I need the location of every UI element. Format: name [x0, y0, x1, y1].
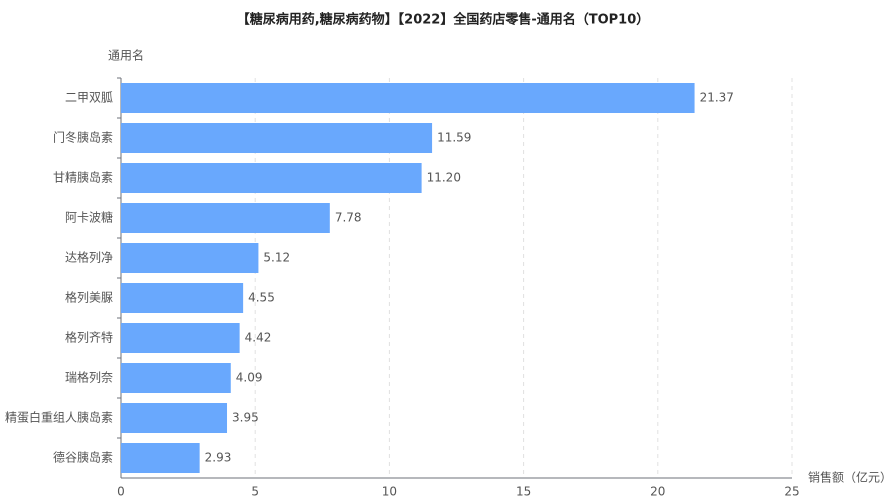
value-label: 3.95 [232, 411, 259, 425]
value-label: 5.12 [263, 251, 290, 265]
y-tick-label: 阿卡波糖 [65, 210, 113, 225]
x-tick-label: 0 [117, 485, 125, 499]
value-label: 11.20 [427, 171, 461, 185]
x-axis-title: 销售额（亿元） [808, 470, 887, 485]
bar [121, 203, 330, 233]
value-label: 4.42 [245, 331, 272, 345]
y-tick-label: 二甲双胍 [65, 90, 113, 105]
x-tick-label: 5 [251, 485, 259, 499]
bar [121, 163, 422, 193]
y-tick-label: 德谷胰岛素 [53, 450, 113, 465]
value-label: 11.59 [437, 131, 471, 145]
x-tick-label: 25 [784, 485, 799, 499]
bar [121, 443, 200, 473]
bar [121, 123, 433, 153]
y-tick-label: 格列齐特 [65, 330, 113, 345]
x-tick-label: 20 [650, 485, 665, 499]
y-axis-title: 通用名 [108, 48, 144, 63]
bar [121, 83, 695, 113]
y-tick-label: 精蛋白重组人胰岛素 [5, 410, 113, 425]
y-tick-label: 格列美脲 [65, 290, 113, 305]
chart-title: 【糖尿病用药,糖尿病药物】【2022】全国药店零售-通用名（TOP10） [237, 12, 650, 28]
bar [121, 323, 240, 353]
value-label: 21.37 [700, 91, 734, 105]
value-label: 4.55 [248, 291, 275, 305]
value-label: 4.09 [236, 371, 263, 385]
bar [121, 403, 228, 433]
value-label: 7.78 [335, 211, 362, 225]
y-tick-label: 瑞格列奈 [65, 370, 113, 385]
x-tick-label: 15 [516, 485, 531, 499]
x-tick-label: 10 [382, 485, 397, 499]
y-tick-label: 门冬胰岛素 [53, 130, 113, 145]
bar [121, 283, 244, 313]
bar [121, 363, 231, 393]
value-label: 2.93 [205, 451, 232, 465]
y-tick-label: 甘精胰岛素 [53, 170, 113, 185]
bar [121, 243, 259, 273]
y-tick-label: 达格列净 [65, 250, 113, 265]
